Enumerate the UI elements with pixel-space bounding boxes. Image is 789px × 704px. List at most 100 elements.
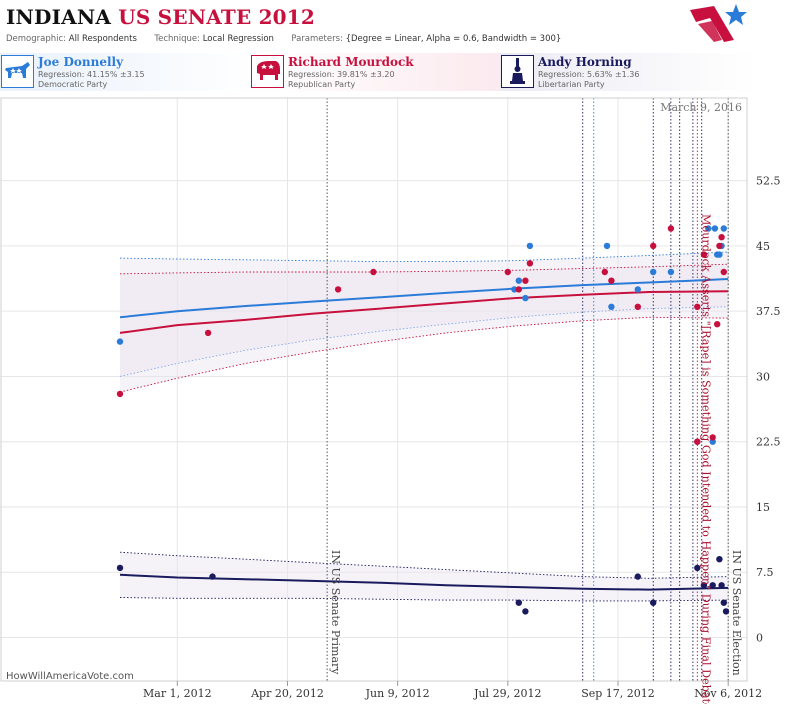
confidence-band-upper — [119, 251, 729, 263]
poll-point — [515, 277, 522, 284]
poll-point — [694, 564, 701, 572]
poll-point — [526, 260, 534, 267]
poll-point — [700, 582, 708, 589]
poll-point — [718, 234, 725, 241]
parameters-bar: Demographic: All Respondents Technique: … — [6, 34, 561, 44]
plot-frame — [0, 97, 748, 682]
header: INDIANA US SENATE 2012 Demographic: All … — [0, 0, 789, 52]
axes: Mar 1, 2012 Apr 20, 2012 Jun 9, 2012 Jul 29… — [0, 97, 781, 700]
candidate-name: Richard Mourdock — [288, 55, 414, 69]
candidate-name: Andy Horning — [538, 55, 632, 69]
poll-point — [511, 286, 518, 293]
poll-point — [720, 225, 727, 232]
confidence-band-fill — [120, 264, 729, 393]
poll-point — [667, 225, 675, 232]
poll-point — [694, 303, 701, 310]
poll-chart: Mar 1, 2012 Apr 20, 2012 Jun 9, 2012 Jul 29… — [0, 97, 781, 704]
statue-of-liberty-icon — [501, 55, 534, 88]
poll-point — [204, 329, 212, 337]
event-label: Mourdock Asserts "[Rape] is Something Go… — [699, 214, 712, 704]
event-lines — [326, 98, 729, 681]
grid-lines — [1, 98, 747, 681]
x-tick-label: Mar 1, 2012 — [143, 687, 212, 700]
poll-point — [722, 608, 730, 615]
chart-text: IN US Senate Primary Mourdock Asserts "[R… — [6, 101, 743, 704]
poll-point — [714, 321, 721, 328]
confidence-band-upper — [119, 551, 729, 579]
poll-point — [650, 242, 657, 250]
y-tick-label: 15 — [756, 501, 770, 514]
confidence-band-lower — [119, 316, 729, 393]
poll-points — [116, 225, 730, 615]
candidate-name: Joe Donnelly — [38, 55, 124, 69]
poll-point — [716, 251, 723, 258]
poll-point — [720, 599, 727, 606]
candidate-regression: Regression: 5.63% ±1.36 — [538, 70, 640, 79]
candidate-party: Libertarian Party — [538, 80, 605, 89]
poll-point — [515, 599, 522, 606]
poll-point — [116, 564, 124, 572]
elephant-icon — [251, 55, 284, 88]
title-state: INDIANA — [6, 5, 112, 29]
poll-point — [601, 268, 608, 276]
y-tick-label: 30 — [756, 370, 770, 383]
y-tick-label: 37.5 — [756, 305, 781, 318]
poll-point — [522, 277, 529, 284]
y-tick-label: 45 — [756, 240, 770, 253]
technique-label: Technique: — [154, 34, 201, 44]
candidate-card-donnelly[interactable]: Joe Donnelly Regression: 41.15% ±3.15 De… — [0, 53, 258, 91]
poll-point — [720, 268, 727, 276]
event-label: IN US Senate Primary — [329, 550, 342, 675]
candidate-card-horning[interactable]: Andy Horning Regression: 5.63% ±1.36 Lib… — [500, 53, 758, 91]
page-title: INDIANA US SENATE 2012 — [6, 5, 315, 29]
date-stamp: March 9, 2016 — [660, 101, 742, 114]
candidate-regression: Regression: 41.15% ±3.15 — [38, 70, 145, 79]
confidence-band-upper — [119, 263, 729, 275]
poll-point — [634, 286, 641, 293]
poll-point — [716, 242, 723, 250]
x-tick-label: Nov 6, 2012 — [694, 687, 762, 700]
parameters-label: Parameters: — [291, 34, 343, 44]
y-tick-label: 0 — [756, 631, 763, 644]
trend-line — [119, 278, 729, 319]
poll-point — [504, 268, 511, 276]
technique-value: Local Regression — [202, 34, 274, 44]
poll-point — [116, 338, 124, 345]
confidence-band-fill — [120, 252, 729, 377]
candidate-regression: Regression: 39.81% ±3.20 — [288, 70, 395, 79]
poll-point — [694, 438, 701, 445]
x-tick-label: Jun 9, 2012 — [365, 687, 430, 700]
candidate-cards: Joe Donnelly Regression: 41.15% ±3.15 De… — [0, 53, 789, 93]
poll-point — [711, 225, 719, 232]
poll-point — [716, 556, 723, 563]
demographic-label: Demographic: — [6, 34, 67, 44]
x-tick-label: Jul 29, 2012 — [473, 687, 542, 700]
y-tick-label: 22.5 — [756, 436, 781, 449]
demographic-value: All Respondents — [68, 34, 137, 44]
poll-point — [522, 608, 529, 615]
poll-point — [515, 286, 522, 293]
x-tick-label: Apr 20, 2012 — [250, 687, 324, 700]
donkey-icon — [1, 55, 34, 88]
poll-point — [116, 390, 124, 398]
title-race: US SENATE 2012 — [118, 5, 316, 29]
y-tick-label: 7.5 — [756, 566, 774, 579]
x-tick-label: Sep 17, 2012 — [581, 687, 655, 700]
poll-point — [650, 268, 657, 276]
poll-point — [718, 582, 725, 589]
poll-point — [700, 251, 708, 258]
confidence-band-lower — [119, 597, 729, 602]
poll-point — [522, 294, 529, 302]
poll-point — [709, 582, 716, 589]
candidate-card-mourdock[interactable]: Richard Mourdock Regression: 39.81% ±3.2… — [250, 53, 508, 91]
parameters-value: {Degree = Linear, Alpha = 0.6, Bandwidth… — [345, 34, 562, 44]
poll-point — [608, 277, 615, 284]
candidate-party: Democratic Party — [38, 80, 108, 89]
poll-point — [370, 268, 377, 276]
poll-point — [209, 573, 216, 580]
poll-point — [667, 268, 675, 276]
y-tick-label: 52.5 — [756, 175, 781, 188]
site-logo-icon — [690, 4, 747, 42]
poll-point — [634, 573, 641, 580]
poll-point — [608, 303, 615, 310]
